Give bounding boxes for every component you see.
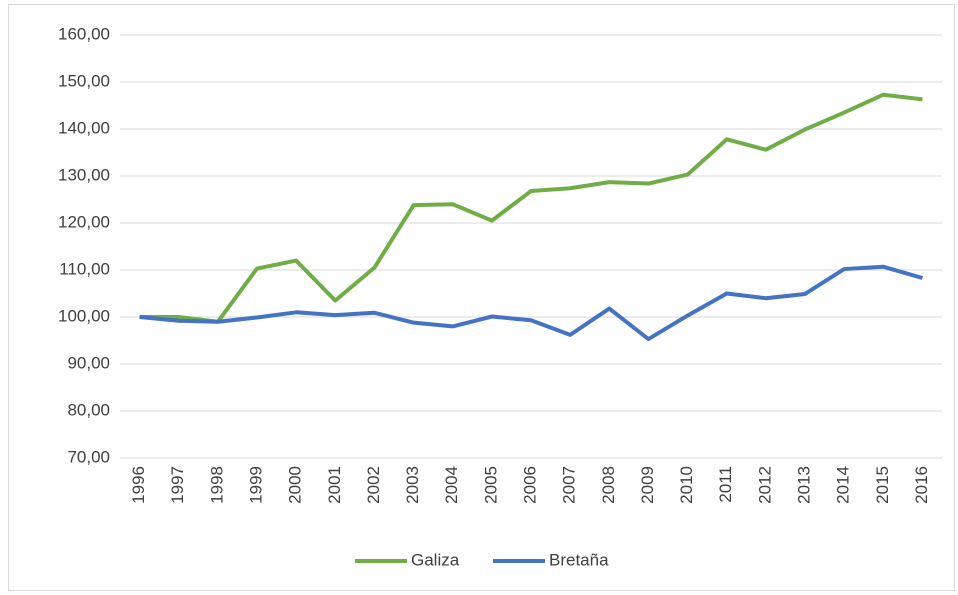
- y-tick-label: 100,00: [58, 306, 110, 325]
- x-tick-label: 2001: [325, 466, 344, 504]
- y-tick-label: 90,00: [67, 353, 110, 372]
- x-tick-label: 2004: [442, 466, 461, 504]
- x-tick-label: 2013: [794, 466, 813, 504]
- x-tick-label: 2012: [755, 466, 774, 504]
- x-tick-label: 2002: [364, 466, 383, 504]
- y-tick-label: 140,00: [58, 118, 110, 137]
- chart-border: [8, 4, 955, 591]
- x-tick-label: 2016: [912, 466, 931, 504]
- x-tick-label: 2005: [481, 466, 500, 504]
- legend-label: Bretaña: [549, 550, 609, 569]
- x-tick-label: 1998: [207, 466, 226, 504]
- x-tick-label: 2014: [834, 466, 853, 504]
- x-tick-label: 1999: [246, 466, 265, 504]
- x-tick-label: 2006: [520, 466, 539, 504]
- x-tick-label: 1997: [168, 466, 187, 504]
- x-tick-label: 1996: [129, 466, 148, 504]
- series-line: [139, 264, 923, 342]
- x-tick-label: 2003: [403, 466, 422, 504]
- x-tick-label: 2000: [286, 466, 305, 504]
- x-tick-label: 2009: [638, 466, 657, 504]
- y-tick-label: 150,00: [58, 71, 110, 90]
- x-tick-label: 2008: [599, 466, 618, 504]
- y-tick-label: 120,00: [58, 212, 110, 231]
- legend-label: Galiza: [411, 550, 460, 569]
- x-tick-label: 2011: [716, 466, 735, 503]
- y-tick-label: 130,00: [58, 165, 110, 184]
- series-line: [139, 92, 923, 324]
- y-tick-label: 80,00: [67, 400, 110, 419]
- x-tick-label: 2007: [560, 466, 579, 504]
- x-tick-label: 2015: [873, 466, 892, 504]
- x-tick-label: 2010: [677, 466, 696, 504]
- y-tick-label: 70,00: [67, 447, 110, 466]
- y-tick-label: 160,00: [58, 24, 110, 43]
- y-tick-label: 110,00: [59, 259, 110, 278]
